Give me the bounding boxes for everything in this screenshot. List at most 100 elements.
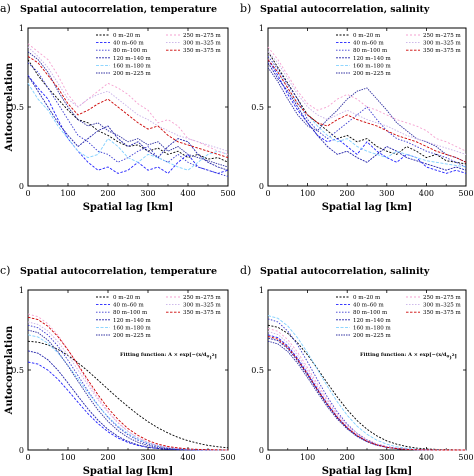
legend-label: 0 m–20 m [353,33,381,39]
legend-label: 250 m–275 m [423,295,461,301]
legend-label: 80 m–100 m [353,48,388,54]
y-tick-label: 0.5 [251,366,264,375]
series-line [27,83,229,171]
legend-label: 300 m–325 m [183,303,221,309]
x-tick-label: 500 [458,189,473,198]
x-tick-label: 200 [100,189,115,198]
legend-label: 160 m–180 m [113,63,151,69]
panel-c: c) Spatial autocorrelation, temperature 0 1… [0,264,236,476]
y-axis-label: Autocorrelation [4,62,15,152]
y-axis-label: Autocorrelation [4,325,15,415]
legend-label: 300 m–325 m [423,303,461,309]
panel-a: a) Spatial autocorrelation, temperature 0 1… [0,2,236,213]
y-tick-label: 1 [259,286,264,295]
fitting-function-note: Fitting function: A × exp[−(x/d0)2] [120,351,217,361]
series-line [267,51,467,165]
panel-d: d) Spatial autocorrelation, salinity 0 100 2… [240,264,474,476]
panel-tag: d) [240,264,251,277]
x-tick-label: 500 [220,189,235,198]
y-tick-label: 0.5 [11,103,24,112]
y-tick-label: 1 [259,24,264,33]
series-line [27,75,229,174]
y-tick-label: 0.5 [251,103,264,112]
legend-label: 160 m–180 m [353,63,391,69]
legend-label: 80 m–100 m [113,48,148,54]
legend-label: 0 m–20 m [353,295,381,301]
series-line [267,324,467,451]
x-axis-label: Spatial lag [km] [83,466,174,476]
legend-label: 120 m–140 m [353,318,391,324]
y-tick-label: 0 [259,446,264,455]
legend-label: 200 m–225 m [113,71,151,77]
legend-label: 200 m–225 m [353,333,391,339]
x-axis-label: Spatial lag [km] [322,466,413,476]
x-tick-label: 100 [60,453,75,462]
x-tick-label: 400 [419,453,434,462]
x-tick-label: 500 [220,453,235,462]
series-line [267,51,467,155]
legend-label: 40 m–60 m [353,41,384,47]
series-line [267,56,467,168]
x-tick-label: 0 [265,189,270,198]
legend-label: 40 m–60 m [113,303,144,309]
series-line [27,46,229,152]
legend-label: 200 m–225 m [113,333,151,339]
series-line [267,335,466,451]
panel-b: b) Spatial autocorrelation, salinity 0 100 2… [240,2,474,213]
legend-label: 350 m–375 m [423,310,461,316]
legend-label: 120 m–140 m [113,318,151,324]
x-tick-label: 400 [180,453,195,462]
series-line [267,331,466,451]
legend-label: 120 m–140 m [113,56,151,62]
legend-label: 40 m–60 m [113,41,144,47]
series-line [27,329,228,451]
x-tick-label: 0 [265,453,270,462]
legend-label: 80 m–100 m [353,310,388,316]
panel-title: Spatial autocorrelation, salinity [260,4,430,15]
x-tick-label: 400 [180,189,195,198]
x-tick-label: 300 [379,453,394,462]
x-tick-label: 100 [60,189,75,198]
y-tick-label: 1 [19,24,24,33]
x-tick-label: 200 [340,453,355,462]
legend-label: 200 m–225 m [353,71,391,77]
panel-title: Spatial autocorrelation, temperature [20,4,217,15]
series-line [27,316,229,451]
legend-label: 40 m–60 m [353,303,384,309]
x-tick-label: 300 [140,453,155,462]
series-line [27,75,229,171]
series-line [27,324,228,451]
legend-label: 160 m–180 m [353,325,391,331]
legend-label: 350 m–375 m [183,310,221,316]
x-tick-label: 200 [340,189,355,198]
x-tick-label: 300 [140,189,155,198]
panel-tag: b) [240,2,251,15]
legend-label: 120 m–140 m [353,56,391,62]
x-tick-label: 0 [25,453,30,462]
series-line [267,59,467,163]
series-line [27,321,229,451]
x-axis-label: Spatial lag [km] [83,202,174,213]
x-tick-label: 100 [300,453,315,462]
panel-title: Spatial autocorrelation, salinity [260,266,430,277]
fitting-function-note: Fitting function: A × exp[−(x/d0)2] [360,351,457,361]
series-line [267,59,467,174]
series-line [267,67,467,163]
y-tick-label: 0 [259,182,264,191]
series-line [267,59,467,168]
series-line [267,334,466,451]
legend-label: 250 m–275 m [183,33,221,39]
series-line [267,327,466,451]
legend-label: 250 m–275 m [183,295,221,301]
legend-label: 300 m–325 m [423,41,461,47]
legend-label: 160 m–180 m [113,325,151,331]
x-tick-label: 0 [25,189,30,198]
x-tick-label: 500 [458,453,473,462]
legend-label: 80 m–100 m [113,310,148,316]
series-line [27,361,228,451]
x-tick-label: 300 [379,189,394,198]
panel-title: Spatial autocorrelation, temperature [20,266,217,277]
x-tick-label: 100 [300,189,315,198]
series-line [267,62,467,171]
